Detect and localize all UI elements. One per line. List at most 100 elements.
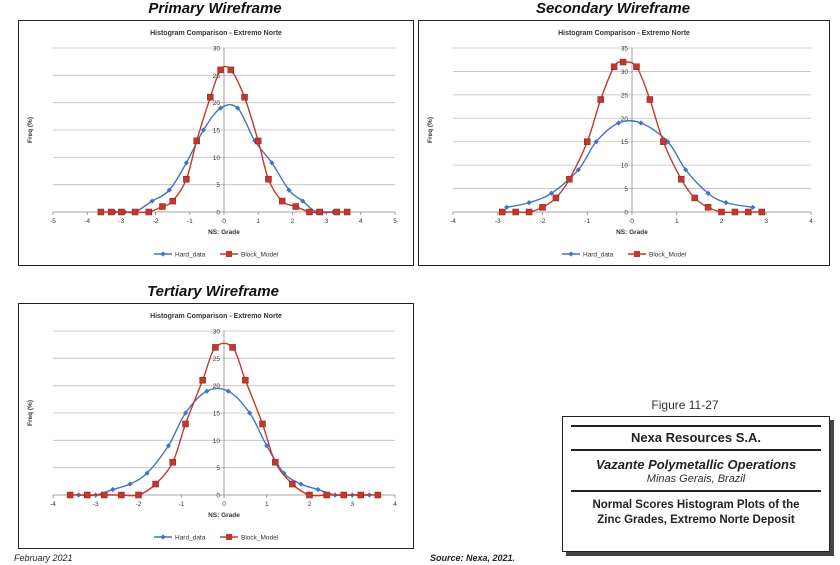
block-model-point [633, 63, 640, 70]
block-model-point [229, 344, 236, 351]
block-model-point [374, 491, 382, 499]
y-tick-label: 25 [621, 92, 629, 99]
x-tick-label: 0 [222, 501, 226, 508]
x-tick-label: -3 [495, 218, 501, 225]
block-model-point [83, 491, 91, 499]
block-model-point [242, 376, 249, 384]
y-tick-label: 30 [621, 69, 629, 76]
block-model-point [193, 137, 200, 145]
x-tick-label: 3 [350, 501, 354, 508]
panel-title-secondary: Secondary Wireframe [535, 0, 691, 17]
legend-block-label: Block_Model [649, 252, 687, 259]
hard-data-point [166, 187, 172, 193]
block-model-point [677, 175, 685, 183]
chart-primary: Histogram Comparison - Extremo Norte 0 5 10… [18, 20, 414, 266]
hard-data-point [548, 190, 555, 196]
hard-data-point [705, 190, 711, 196]
x-tick-label: -2 [540, 218, 546, 225]
y-tick-label: 20 [621, 116, 629, 123]
block-model-point [343, 208, 351, 216]
figure-description: Normal Scores Histogram Plots of the Zin… [571, 490, 821, 528]
y-tick-label: 5 [216, 182, 220, 189]
y-tick-label: 15 [213, 411, 221, 418]
company-name: Nexa Resources S.A. [571, 425, 821, 451]
x-tick-label: 2 [291, 218, 295, 225]
x-tick-label: -4 [84, 218, 90, 225]
x-axis-label: NS: Grade [208, 229, 240, 236]
legend-hard-label: Hard_data [175, 252, 206, 259]
project-name: Vazante Polymetallic Operations [595, 457, 797, 472]
block-model-point [597, 96, 604, 103]
block-model-point [316, 208, 324, 216]
chart-title: Histogram Comparison - Extremo Norte [150, 313, 282, 320]
block-model-point [183, 175, 190, 183]
block-model-point [159, 203, 166, 210]
block-model-point [323, 491, 330, 499]
block-model-point [66, 491, 74, 499]
y-tick-label: 0 [624, 210, 628, 217]
block-model-point [539, 204, 546, 211]
block-model-point [619, 58, 627, 66]
block-model-point [691, 194, 698, 202]
footer-source: Source: Nexa, 2021. [430, 553, 516, 563]
block-model-point [718, 208, 725, 216]
x-tick-label: -1 [584, 218, 590, 225]
hard-data-point [127, 481, 133, 487]
block-model-point [731, 208, 739, 216]
block-model-point [610, 63, 618, 70]
block-model-point [101, 491, 108, 499]
y-tick-label: 5 [216, 465, 220, 472]
hard-data-point [638, 120, 644, 126]
legend-hard-label: Hard_data [583, 252, 614, 259]
x-tick-label: -1 [178, 501, 184, 508]
legend-hard-marker [568, 251, 574, 257]
chart-secondary-svg: Histogram Comparison - Extremo Norte0510… [427, 30, 813, 259]
block-model-point [254, 137, 262, 145]
y-tick-label: 5 [624, 186, 628, 193]
hard-data-line [506, 119, 753, 209]
y-tick-label: 20 [213, 383, 221, 390]
block-model-point [278, 197, 286, 205]
legend-block-label: Block_Model [241, 252, 279, 259]
hard-data-point [575, 167, 581, 173]
block-model-point [306, 208, 313, 216]
block-model-point [552, 194, 560, 202]
hard-data-point [183, 160, 189, 166]
hard-data-point [723, 200, 729, 206]
y-tick-label: 0 [216, 493, 220, 500]
x-tick-label: -3 [93, 501, 99, 508]
block-model-point [340, 491, 347, 499]
x-tick-label: 1 [675, 218, 679, 225]
x-tick-label: -2 [136, 501, 142, 508]
chart-title: Histogram Comparison - Extremo Norte [150, 30, 282, 37]
y-tick-label: 30 [213, 329, 221, 336]
x-axis-label: NS: Grade [208, 512, 240, 519]
block-model-point [131, 208, 139, 216]
y-tick-label: 15 [621, 139, 629, 146]
hard-data-point [281, 470, 287, 476]
block-model-point [272, 458, 279, 466]
hard-data-point [615, 120, 622, 126]
block-model-point [333, 208, 341, 216]
y-tick-label: 15 [213, 128, 221, 135]
y-axis-label: Freq (%) [27, 400, 34, 426]
block-model-point [152, 480, 159, 488]
hard-data-point [526, 200, 532, 206]
legend-hard-marker [160, 534, 166, 540]
block-model-point [525, 208, 533, 216]
block-model-point [182, 420, 189, 428]
block-model-point [227, 66, 235, 74]
x-tick-label: -1 [187, 218, 193, 225]
chart-primary-svg: Histogram Comparison - Extremo Norte0510… [27, 30, 397, 259]
block-model-point [169, 458, 176, 466]
block-model-point [758, 208, 766, 216]
hard-data-point [286, 187, 292, 193]
y-axis-label: Freq (%) [27, 117, 34, 143]
legend-block-marker [226, 251, 232, 257]
y-tick-label: 25 [213, 356, 221, 363]
y-tick-label: 35 [621, 46, 629, 53]
project-location: Minas Gerais, Brazil [646, 473, 746, 485]
x-tick-label: 0 [222, 218, 226, 225]
x-tick-label: -5 [50, 218, 56, 225]
chart-title: Histogram Comparison - Extremo Norte [558, 30, 690, 37]
